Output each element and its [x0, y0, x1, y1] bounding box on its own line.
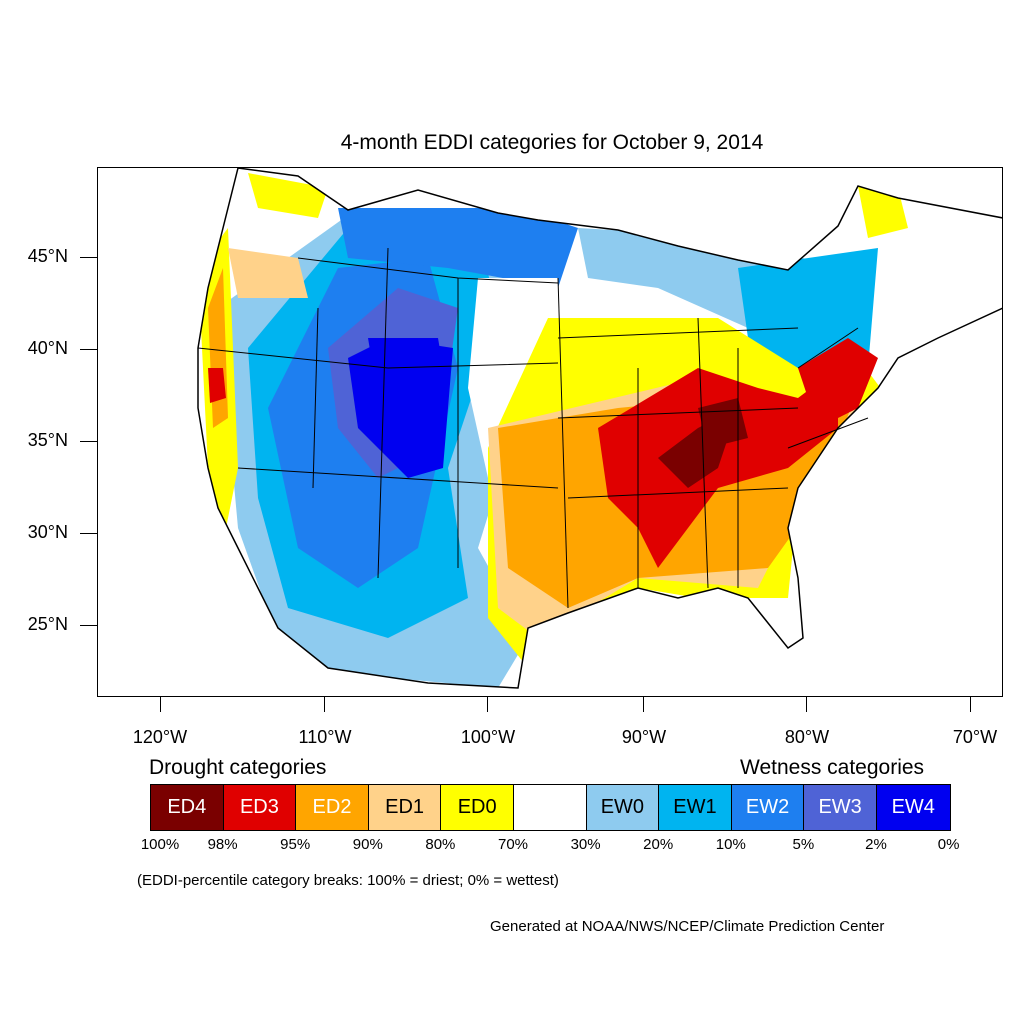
percentile-label: 70% [497, 836, 529, 853]
lat-tick-35 [80, 441, 97, 442]
legend-box-ed3: ED3 [223, 785, 297, 830]
lat-label-25: 25°N [27, 614, 68, 634]
wetness-categories-heading: Wetness categories [740, 756, 925, 779]
lon-tick-100 [487, 697, 488, 712]
percentile-label: 30% [570, 836, 601, 853]
lat-label-30: 30°N [27, 522, 68, 542]
region-ed1-pnw [228, 248, 308, 298]
lon-tick-120 [160, 697, 161, 712]
lon-tick-80 [806, 697, 807, 712]
category-legend-bar: ED4 ED3 ED2 ED1 ED0 EW0 EW1 EW2 EW3 EW4 [150, 784, 951, 831]
legend-box-ew2: EW2 [731, 785, 805, 830]
percentile-label: 98% [207, 836, 238, 853]
lon-label-120: 120°W [132, 727, 188, 747]
eddi-map [97, 167, 1003, 697]
percentile-label: 20% [643, 836, 674, 853]
lon-tick-110 [324, 697, 325, 712]
lat-tick-30 [80, 533, 97, 534]
lat-label-35: 35°N [27, 430, 68, 450]
legend-box-ew0: EW0 [586, 785, 660, 830]
legend-box-ed2: ED2 [296, 785, 369, 830]
region-ew4-wyoming [368, 338, 448, 398]
region-ed3-northeast [798, 338, 878, 428]
legend-box-ed4: ED4 [151, 785, 224, 830]
lat-tick-45 [80, 257, 97, 258]
legend-box-ed1: ED1 [368, 785, 442, 830]
lon-label-110: 110°W [298, 727, 352, 747]
lon-label-90: 90°W [621, 727, 667, 747]
region-ed3-california [208, 368, 226, 403]
legend-box-ed0: ED0 [441, 785, 514, 830]
state-borders [197, 168, 1002, 689]
region-ew2-north [338, 208, 578, 288]
legend-box-neutral [513, 785, 587, 830]
percentile-label: 10% [715, 836, 746, 853]
percentile-label: 5% [792, 836, 815, 853]
percentile-label: 95% [280, 836, 311, 853]
percentile-label: 2% [865, 836, 887, 853]
drought-categories-heading: Drought categories [149, 756, 327, 779]
legend-box-ew4: EW4 [876, 785, 950, 830]
percentile-label: 80% [425, 836, 456, 853]
lat-label-40: 40°N [27, 338, 68, 358]
lat-tick-25 [80, 625, 97, 626]
legend-box-ew3: EW3 [804, 785, 877, 830]
lon-label-80: 80°W [784, 727, 830, 747]
map-title: 4-month EDDI categories for October 9, 2… [340, 131, 764, 154]
region-ed0-maine [858, 186, 908, 238]
lat-label-45: 45°N [27, 246, 68, 266]
lat-tick-40 [80, 349, 97, 350]
percentile-label: 100% [140, 836, 180, 853]
legend-box-ew1: EW1 [659, 785, 732, 830]
percentile-label: 0% [937, 836, 960, 853]
credit-line: Generated at NOAA/NWS/NCEP/Climate Predi… [490, 918, 885, 935]
region-ed0-montana [248, 173, 328, 218]
lon-tick-90 [643, 697, 644, 712]
lon-label-100: 100°W [460, 727, 516, 747]
lon-tick-70 [970, 697, 971, 712]
eddi-map-canvas [197, 168, 1002, 689]
category-breaks-note: (EDDI-percentile category breaks: 100% =… [137, 872, 559, 889]
percentile-label: 90% [352, 836, 383, 853]
lon-label-70: 70°W [952, 727, 998, 747]
